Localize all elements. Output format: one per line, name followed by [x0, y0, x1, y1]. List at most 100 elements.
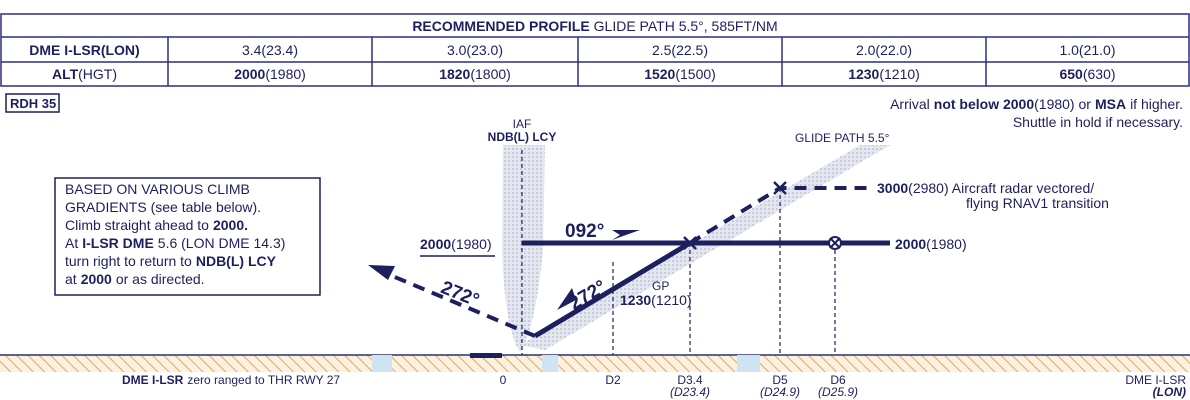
- right-alt: 2000(1980): [895, 236, 967, 252]
- t: Climb straight ahead to: [65, 217, 209, 233]
- table-cell: 2.5(22.5): [652, 42, 708, 58]
- fix: [683, 236, 697, 250]
- t: (1980): [451, 236, 491, 252]
- d34: D3.4: [677, 373, 703, 387]
- cell-text: (630): [1083, 66, 1116, 82]
- d0: 0: [500, 373, 507, 387]
- glide-path: GLIDE PATH 5.5°: [795, 131, 890, 145]
- t: 5.6 (LON DME 14.3): [158, 235, 286, 251]
- ndb: NDB(L) LCY: [488, 130, 557, 144]
- shuttle: Shuttle in hold if necessary.: [1013, 114, 1183, 130]
- gap: [737, 355, 760, 372]
- inbound-track: [533, 240, 692, 339]
- cell-bold: 2000: [234, 66, 265, 82]
- table-cell: DME I-LSR(LON): [29, 42, 139, 58]
- fix: [773, 181, 787, 195]
- t: at: [65, 271, 77, 287]
- table-cell: 1520(1500): [644, 66, 716, 82]
- header: RECOMMENDED PROFILE GLIDE PATH 5.5°, 585F…: [412, 18, 777, 34]
- note: turn right to return to NDB(L) LCY: [65, 253, 277, 269]
- header-text: GLIDE PATH 5.5°, 585FT/NM: [594, 18, 778, 34]
- runway: [470, 353, 502, 358]
- t: MSA: [1095, 96, 1126, 112]
- d6: D6: [830, 373, 846, 387]
- cell-bold: 1230: [848, 66, 879, 82]
- transition: flying RNAV1 transition: [966, 195, 1109, 211]
- rdh: RDH 35: [10, 96, 56, 111]
- note: At I-LSR DME 5.6 (LON DME 14.3): [65, 235, 285, 251]
- cell-text: (1800): [470, 66, 510, 82]
- t: (1210): [651, 292, 691, 308]
- note: BASED ON VARIOUS CLIMB: [65, 181, 250, 197]
- table-cell: 1820(1800): [439, 66, 511, 82]
- t: DME I-LSR: [122, 373, 184, 387]
- iaf: IAF: [513, 117, 532, 131]
- note: at 2000 or as directed.: [65, 271, 205, 287]
- rdh-box: [5, 93, 60, 113]
- table-cell: 1.0(21.0): [1059, 42, 1115, 58]
- table-cells: DME I-LSR(LON) 3.4(23.4) 3.0(23.0) 2.5(22.5…: [29, 42, 1115, 82]
- arrow: [612, 230, 640, 240]
- zero: DME I-LSR zero ranged to THR RWY 27: [122, 373, 340, 387]
- table-cell: 650(630): [1059, 66, 1115, 82]
- table-cell: 2.0(22.0): [856, 42, 912, 58]
- d34b: (D23.4): [670, 385, 710, 399]
- t: not below 2000: [934, 96, 1035, 112]
- t: zero ranged to THR RWY 27: [187, 373, 340, 387]
- t: (1980): [926, 236, 966, 252]
- cell-bold: 650: [1059, 66, 1083, 82]
- transition: 3000(2980) Aircraft radar vectored/: [877, 180, 1094, 196]
- cell-text: (1980): [265, 66, 305, 82]
- arrow: [557, 288, 576, 310]
- header-bold: RECOMMENDED PROFILE: [412, 18, 589, 34]
- t: At: [65, 235, 78, 251]
- ground: [0, 355, 1190, 372]
- cell-bold: ALT: [52, 66, 79, 82]
- left-alt: 2000(1980): [420, 236, 492, 252]
- ndb-cone: [502, 145, 545, 352]
- t: turn right to return to: [65, 253, 192, 269]
- note: GRADIENTS (see table below).: [65, 199, 261, 215]
- gap: [372, 355, 392, 372]
- table-cell: 3.0(23.0): [447, 42, 503, 58]
- t: I-LSR DME: [82, 235, 154, 251]
- cell-text: (HGT): [78, 66, 117, 82]
- arrow: [368, 265, 395, 280]
- t: or as directed.: [116, 271, 205, 287]
- arrival: Arrival not below 2000(1980) or MSA if high…: [890, 96, 1183, 112]
- labels: RDH 35 Arrival not below 2000(1980) or MSA…: [10, 96, 1186, 399]
- table-cell: 3.4(23.4): [242, 42, 298, 58]
- t: if higher.: [1130, 96, 1183, 112]
- t: 1230: [620, 292, 651, 308]
- lon: (LON): [1153, 385, 1186, 399]
- note-box: [54, 177, 321, 296]
- d2: D2: [605, 373, 621, 387]
- t: Arrival: [890, 96, 930, 112]
- t: (2980) Aircraft radar vectored/: [908, 180, 1094, 196]
- note: Climb straight ahead to 2000.: [65, 217, 248, 233]
- table-cell: 1230(1210): [848, 66, 920, 82]
- cell-bold: 1820: [439, 66, 470, 82]
- table-frame: [0, 13, 1190, 87]
- fix: [829, 237, 841, 249]
- gap: [542, 355, 558, 372]
- t: 2000: [420, 236, 451, 252]
- cell-bold: 1520: [644, 66, 675, 82]
- table: [0, 13, 1190, 87]
- gp: GP: [652, 279, 669, 293]
- d5b: (D24.9): [760, 385, 800, 399]
- t: NDB(L) LCY: [196, 253, 277, 269]
- cell-text: (1500): [675, 66, 715, 82]
- lines: [5, 93, 890, 355]
- t: (1980) or: [1034, 96, 1091, 112]
- gp-alt: 1230(1210): [620, 292, 692, 308]
- table-cell: ALT(HGT): [52, 66, 117, 82]
- missed-track: [389, 273, 536, 338]
- t: 2000: [81, 271, 112, 287]
- t: 2000: [895, 236, 926, 252]
- dme: DME I-LSR: [1125, 373, 1186, 387]
- d5: D5: [772, 373, 788, 387]
- cell-text: (1210): [879, 66, 919, 82]
- outbound: 092°: [565, 221, 604, 242]
